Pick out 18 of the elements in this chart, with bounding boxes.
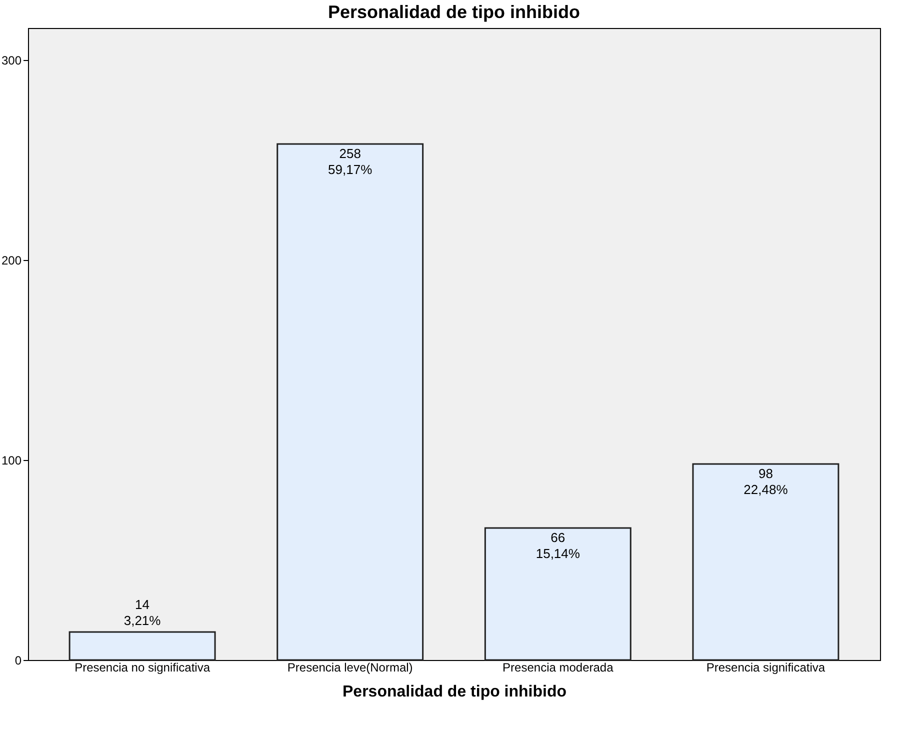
data-label: 98 22,48% (744, 466, 788, 497)
data-label: 14 3,21% (124, 597, 162, 628)
data-label: 258 59,17% (328, 146, 373, 177)
bar (276, 143, 424, 661)
chart-title: Personalidad de tipo inhibido (328, 2, 580, 22)
x-tick-label: Presencia no significativa (74, 660, 210, 674)
x-tick-label: Presencia leve(Normal) (287, 660, 413, 674)
bar (484, 527, 632, 661)
bar (68, 631, 216, 661)
x-axis-title: Personalidad de tipo inhibido (342, 684, 567, 700)
bar (692, 463, 840, 661)
y-tick-label: 100 (1, 454, 22, 468)
y-tick-label: 0 (14, 654, 22, 668)
y-tick-label: 300 (1, 54, 22, 68)
x-tick-label: Presencia moderada (502, 660, 614, 674)
data-label: 66 15,14% (536, 530, 580, 561)
x-tick-label: Presencia significativa (706, 660, 826, 674)
y-tick-label: 200 (1, 254, 22, 268)
